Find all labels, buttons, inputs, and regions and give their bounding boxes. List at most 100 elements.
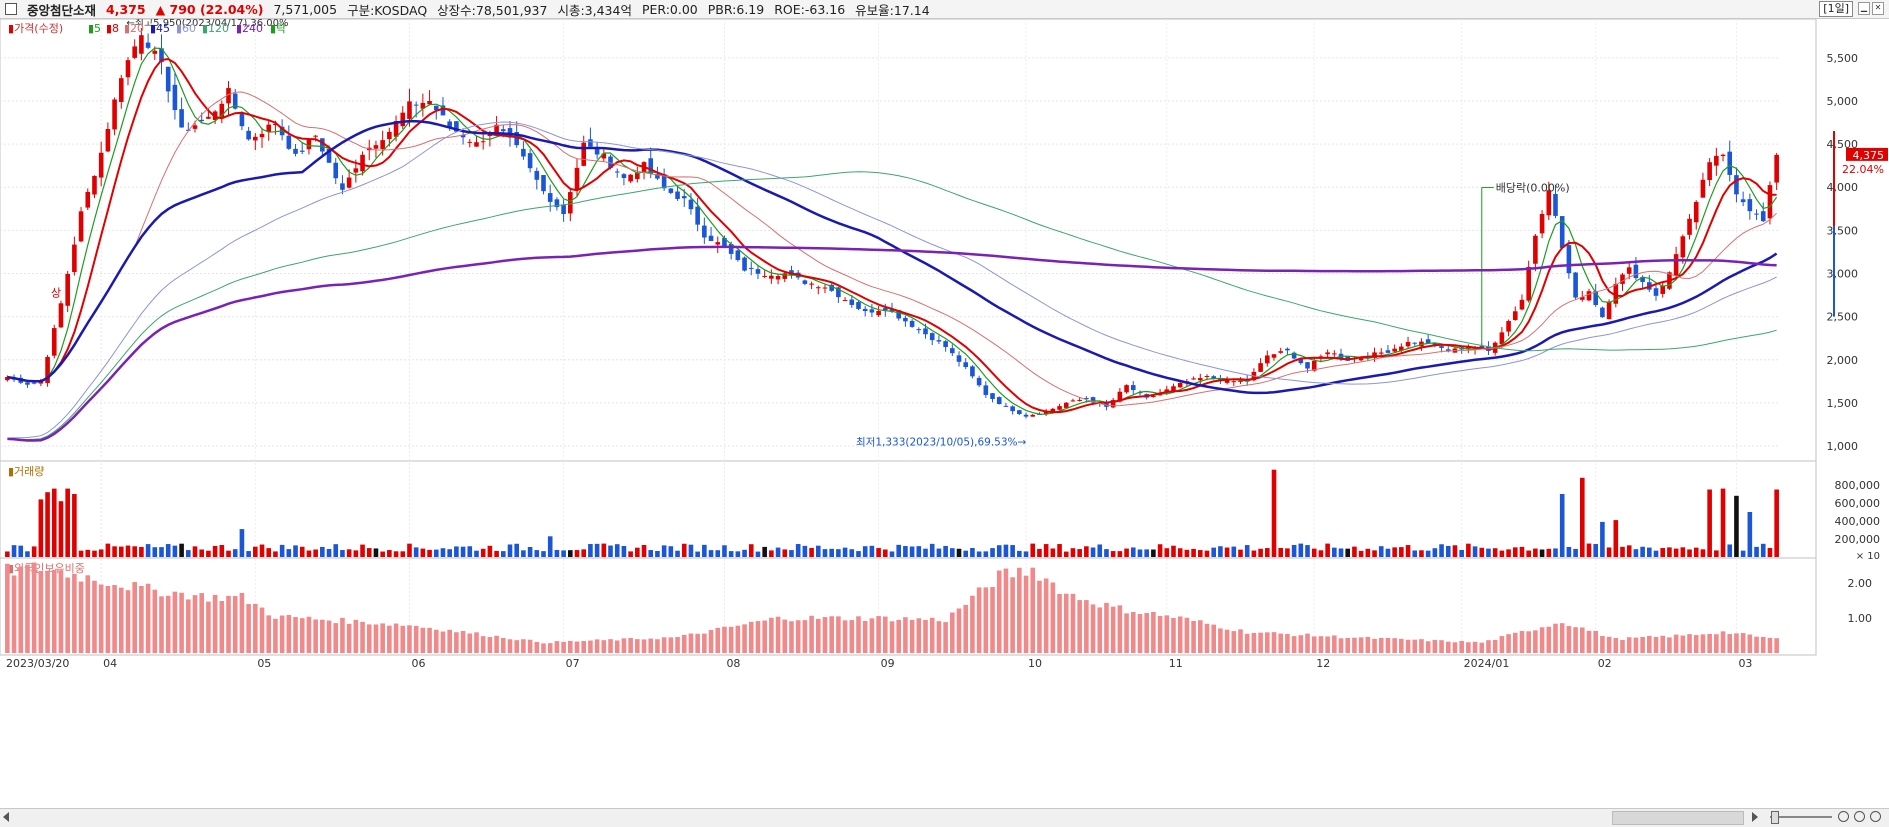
candle — [420, 102, 426, 109]
zoom-slider[interactable] — [1770, 816, 1832, 818]
volume-bar — [460, 546, 466, 557]
foreign-bar — [1606, 636, 1612, 653]
volume-bar — [239, 529, 245, 557]
foreign-bar — [534, 642, 540, 653]
foreign-bar — [769, 617, 774, 653]
foreign-tick-label: 1.00 — [1848, 612, 1873, 625]
foreign-bar — [1151, 611, 1156, 653]
foreign-bar — [1660, 635, 1666, 653]
foreign-bar — [1586, 630, 1592, 653]
volume-bar — [1767, 547, 1773, 557]
grid — [0, 19, 1817, 656]
candle — [105, 128, 111, 152]
foreign-bar — [943, 622, 948, 653]
zoom-slider-knob[interactable] — [1771, 811, 1779, 824]
foreign-bar — [1760, 636, 1766, 653]
select-checkbox[interactable] — [5, 3, 17, 15]
foreign-bar — [112, 585, 117, 653]
foreign-bar — [1466, 642, 1471, 653]
price-tick-label: 2,000 — [1827, 354, 1859, 367]
foreign-bar — [440, 631, 446, 653]
zoom-out-icon[interactable] — [1838, 811, 1849, 822]
foreign-bar — [1754, 636, 1759, 653]
candle — [1600, 307, 1605, 318]
volume-bar — [1171, 545, 1176, 557]
volume-bar — [1546, 548, 1552, 557]
volume-bar — [299, 546, 305, 557]
low-annotation: 최저1,333(2023/10/05),69.53%→ — [856, 436, 1026, 448]
foreign-bar — [514, 640, 519, 653]
current-price: 4,375 — [106, 1, 146, 17]
candle — [1130, 385, 1136, 391]
foreign-bar — [192, 595, 198, 653]
foreign-bar — [1378, 637, 1384, 653]
candle — [970, 366, 975, 377]
candle — [601, 153, 607, 159]
candle — [400, 112, 406, 127]
pbr-value: PBR:6.19 — [707, 1, 765, 17]
price-tick-label: 5,000 — [1827, 95, 1859, 108]
foreign-bar — [1734, 633, 1739, 653]
foreign-bar — [487, 637, 493, 653]
volume-bar — [474, 550, 479, 557]
foreign-bar — [279, 615, 285, 653]
foreign-bar — [1667, 637, 1672, 653]
volume-bar — [420, 548, 426, 557]
volume-bar — [1566, 546, 1572, 557]
period-button[interactable]: [1일] — [1819, 1, 1853, 17]
candle — [1372, 352, 1377, 358]
candle — [1077, 399, 1082, 401]
scroll-right-arrow-icon[interactable] — [1752, 812, 1758, 822]
volume-bar — [1057, 544, 1062, 557]
volume-bar — [1365, 548, 1371, 557]
foreign-bar — [1164, 615, 1170, 653]
candle — [159, 48, 164, 63]
volume-bar — [1325, 543, 1330, 557]
candle — [132, 46, 137, 58]
price-tick-label: 1,500 — [1827, 397, 1859, 410]
foreign-bar — [822, 617, 828, 653]
candle — [1640, 276, 1645, 282]
foreign-bar — [253, 603, 258, 653]
foreign-bar — [614, 640, 620, 653]
candle — [1613, 284, 1619, 304]
candle — [246, 130, 251, 140]
candle — [58, 303, 64, 328]
window-close-button[interactable]: ✕ — [1872, 2, 1884, 15]
volume-bar — [628, 551, 633, 557]
scroll-left-arrow-icon[interactable] — [3, 812, 9, 822]
candle — [1063, 402, 1069, 408]
candle — [628, 174, 633, 182]
foreign-bar — [1023, 575, 1029, 653]
volume-bar — [1512, 547, 1518, 557]
candle — [1224, 379, 1230, 383]
foreign-bar — [668, 637, 674, 653]
volume-bar — [829, 548, 834, 557]
zoom-reset-icon[interactable] — [1854, 811, 1865, 822]
zoom-in-icon[interactable] — [1870, 811, 1881, 822]
volume-bar — [1667, 547, 1672, 557]
volume-bar — [882, 549, 888, 557]
candle — [1533, 235, 1538, 264]
candle — [923, 328, 928, 335]
window-minimize-button[interactable]: ▁ — [1858, 2, 1870, 15]
candle — [527, 153, 533, 169]
listed-shares: 상장수:78,501,937 — [437, 2, 548, 18]
scroll-thumb[interactable] — [1612, 811, 1744, 825]
stock-chart[interactable]: ←최고5,950(2023/04/17),36.00% 최저1,333(2023/… — [0, 19, 1889, 808]
foreign-bar — [862, 620, 868, 653]
foreign-bar — [1197, 620, 1203, 653]
foreign-bar — [795, 620, 801, 653]
volume-bar — [594, 543, 600, 557]
foreign-bar — [849, 620, 855, 653]
x-tick-label: 2024/01 — [1464, 657, 1510, 670]
candle — [474, 142, 479, 147]
foreign-bar — [413, 625, 419, 653]
foreign-bar — [494, 635, 499, 653]
foreign-bar — [1445, 641, 1451, 653]
candle — [983, 385, 989, 395]
legend-ma-45: ▮45 — [150, 22, 170, 35]
foreign-bar — [1506, 634, 1511, 653]
foreign-bar — [420, 627, 426, 653]
volume-bar — [1539, 549, 1545, 557]
